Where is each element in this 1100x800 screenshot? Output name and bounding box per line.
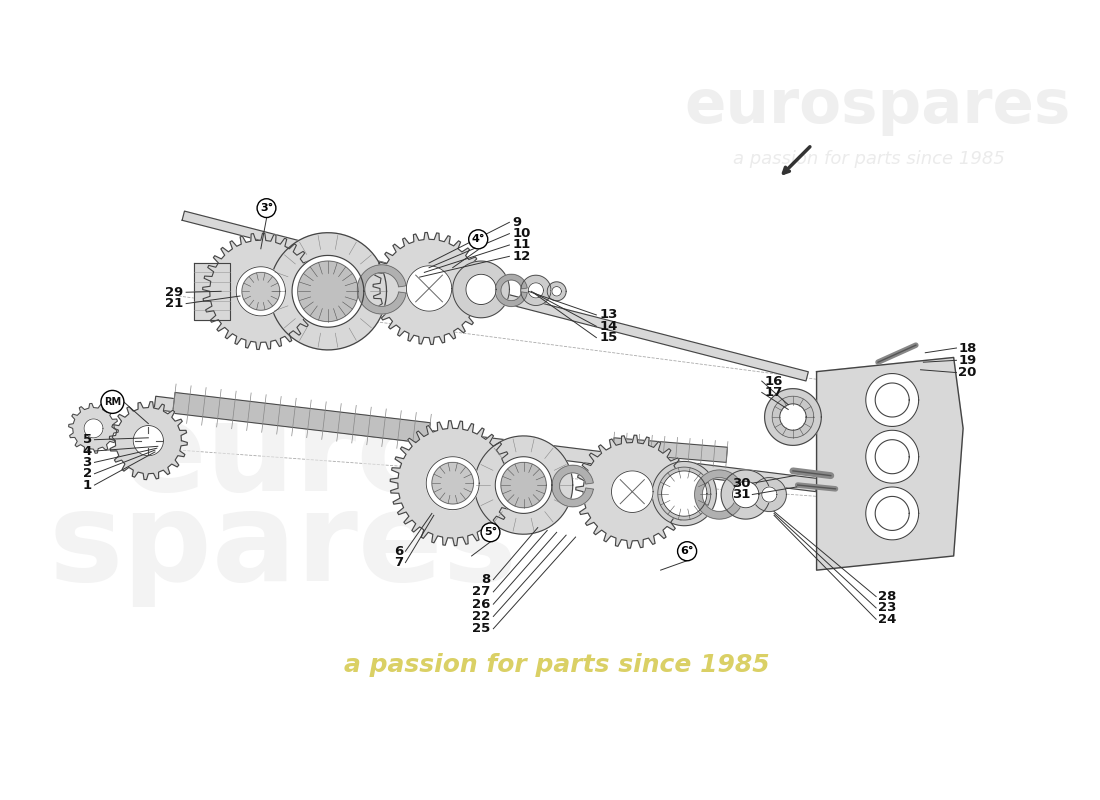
Polygon shape — [876, 383, 910, 417]
Polygon shape — [292, 255, 364, 327]
Text: 14: 14 — [600, 320, 617, 333]
Text: a passion for parts since 1985: a passion for parts since 1985 — [344, 653, 770, 677]
Text: 3°: 3° — [260, 203, 273, 213]
Polygon shape — [495, 274, 527, 306]
Text: 2: 2 — [82, 467, 91, 480]
Text: 6°: 6° — [680, 546, 694, 556]
Polygon shape — [84, 419, 103, 438]
Text: 11: 11 — [513, 238, 530, 251]
Polygon shape — [575, 435, 689, 548]
Text: spares: spares — [48, 486, 517, 607]
Text: 5: 5 — [82, 433, 91, 446]
Polygon shape — [453, 261, 509, 318]
Polygon shape — [772, 396, 814, 438]
Polygon shape — [466, 274, 496, 305]
Text: 23: 23 — [878, 602, 896, 614]
Polygon shape — [752, 478, 786, 511]
Text: 8: 8 — [481, 573, 491, 586]
Polygon shape — [270, 233, 386, 350]
Text: RM: RM — [103, 397, 121, 407]
Polygon shape — [876, 440, 910, 474]
Text: 22: 22 — [472, 610, 491, 623]
Text: 27: 27 — [472, 586, 491, 598]
Text: euro: euro — [122, 396, 443, 518]
Text: 12: 12 — [513, 250, 530, 263]
Text: 18: 18 — [958, 342, 977, 354]
Text: 25: 25 — [472, 622, 491, 635]
Text: 20: 20 — [958, 366, 977, 379]
Text: 17: 17 — [764, 386, 783, 399]
Polygon shape — [373, 233, 485, 345]
Text: 6: 6 — [394, 545, 404, 558]
Polygon shape — [762, 487, 777, 502]
Polygon shape — [194, 263, 230, 320]
Text: 26: 26 — [472, 598, 491, 610]
Polygon shape — [173, 393, 430, 443]
Text: 5°: 5° — [484, 527, 497, 538]
Text: 1: 1 — [82, 478, 91, 491]
Polygon shape — [202, 233, 319, 350]
Text: 30: 30 — [732, 477, 750, 490]
Polygon shape — [722, 470, 770, 519]
Polygon shape — [432, 462, 473, 504]
Polygon shape — [552, 466, 593, 507]
Polygon shape — [613, 438, 727, 462]
Text: a passion for parts since 1985: a passion for parts since 1985 — [733, 150, 1004, 168]
Text: 10: 10 — [513, 227, 530, 240]
Text: 28: 28 — [878, 590, 896, 603]
Polygon shape — [866, 430, 918, 483]
Polygon shape — [426, 457, 480, 510]
Polygon shape — [500, 462, 547, 508]
Polygon shape — [406, 266, 452, 311]
Polygon shape — [866, 487, 918, 540]
Polygon shape — [68, 403, 119, 454]
Polygon shape — [183, 211, 808, 381]
Polygon shape — [876, 497, 910, 530]
Text: 4: 4 — [82, 445, 91, 458]
Polygon shape — [695, 470, 744, 519]
Polygon shape — [547, 282, 567, 301]
Polygon shape — [236, 266, 285, 316]
Text: 31: 31 — [733, 488, 750, 501]
Polygon shape — [764, 389, 822, 446]
Text: 7: 7 — [395, 556, 404, 569]
Text: 24: 24 — [878, 613, 896, 626]
Polygon shape — [816, 358, 964, 570]
Polygon shape — [528, 282, 543, 298]
Text: 4°: 4° — [472, 234, 485, 244]
Polygon shape — [154, 396, 817, 492]
Polygon shape — [495, 457, 552, 514]
Text: 15: 15 — [600, 331, 617, 344]
Polygon shape — [652, 462, 716, 526]
Text: 19: 19 — [958, 354, 977, 367]
Polygon shape — [612, 471, 653, 513]
Text: 21: 21 — [165, 297, 184, 310]
Polygon shape — [780, 404, 806, 430]
Polygon shape — [390, 421, 515, 546]
Polygon shape — [109, 402, 187, 480]
Polygon shape — [658, 467, 711, 520]
Polygon shape — [474, 436, 573, 534]
Polygon shape — [298, 261, 359, 322]
Polygon shape — [733, 482, 759, 508]
Text: eurospares: eurospares — [685, 78, 1071, 137]
Polygon shape — [242, 273, 279, 310]
Text: 16: 16 — [764, 374, 783, 387]
Polygon shape — [520, 275, 551, 306]
Polygon shape — [358, 265, 406, 314]
Text: 13: 13 — [600, 309, 617, 322]
Polygon shape — [866, 374, 918, 426]
Text: 29: 29 — [165, 286, 184, 298]
Polygon shape — [133, 426, 164, 456]
Text: 9: 9 — [513, 216, 521, 229]
Text: 3: 3 — [82, 456, 91, 469]
Polygon shape — [661, 471, 707, 516]
Polygon shape — [552, 286, 561, 296]
